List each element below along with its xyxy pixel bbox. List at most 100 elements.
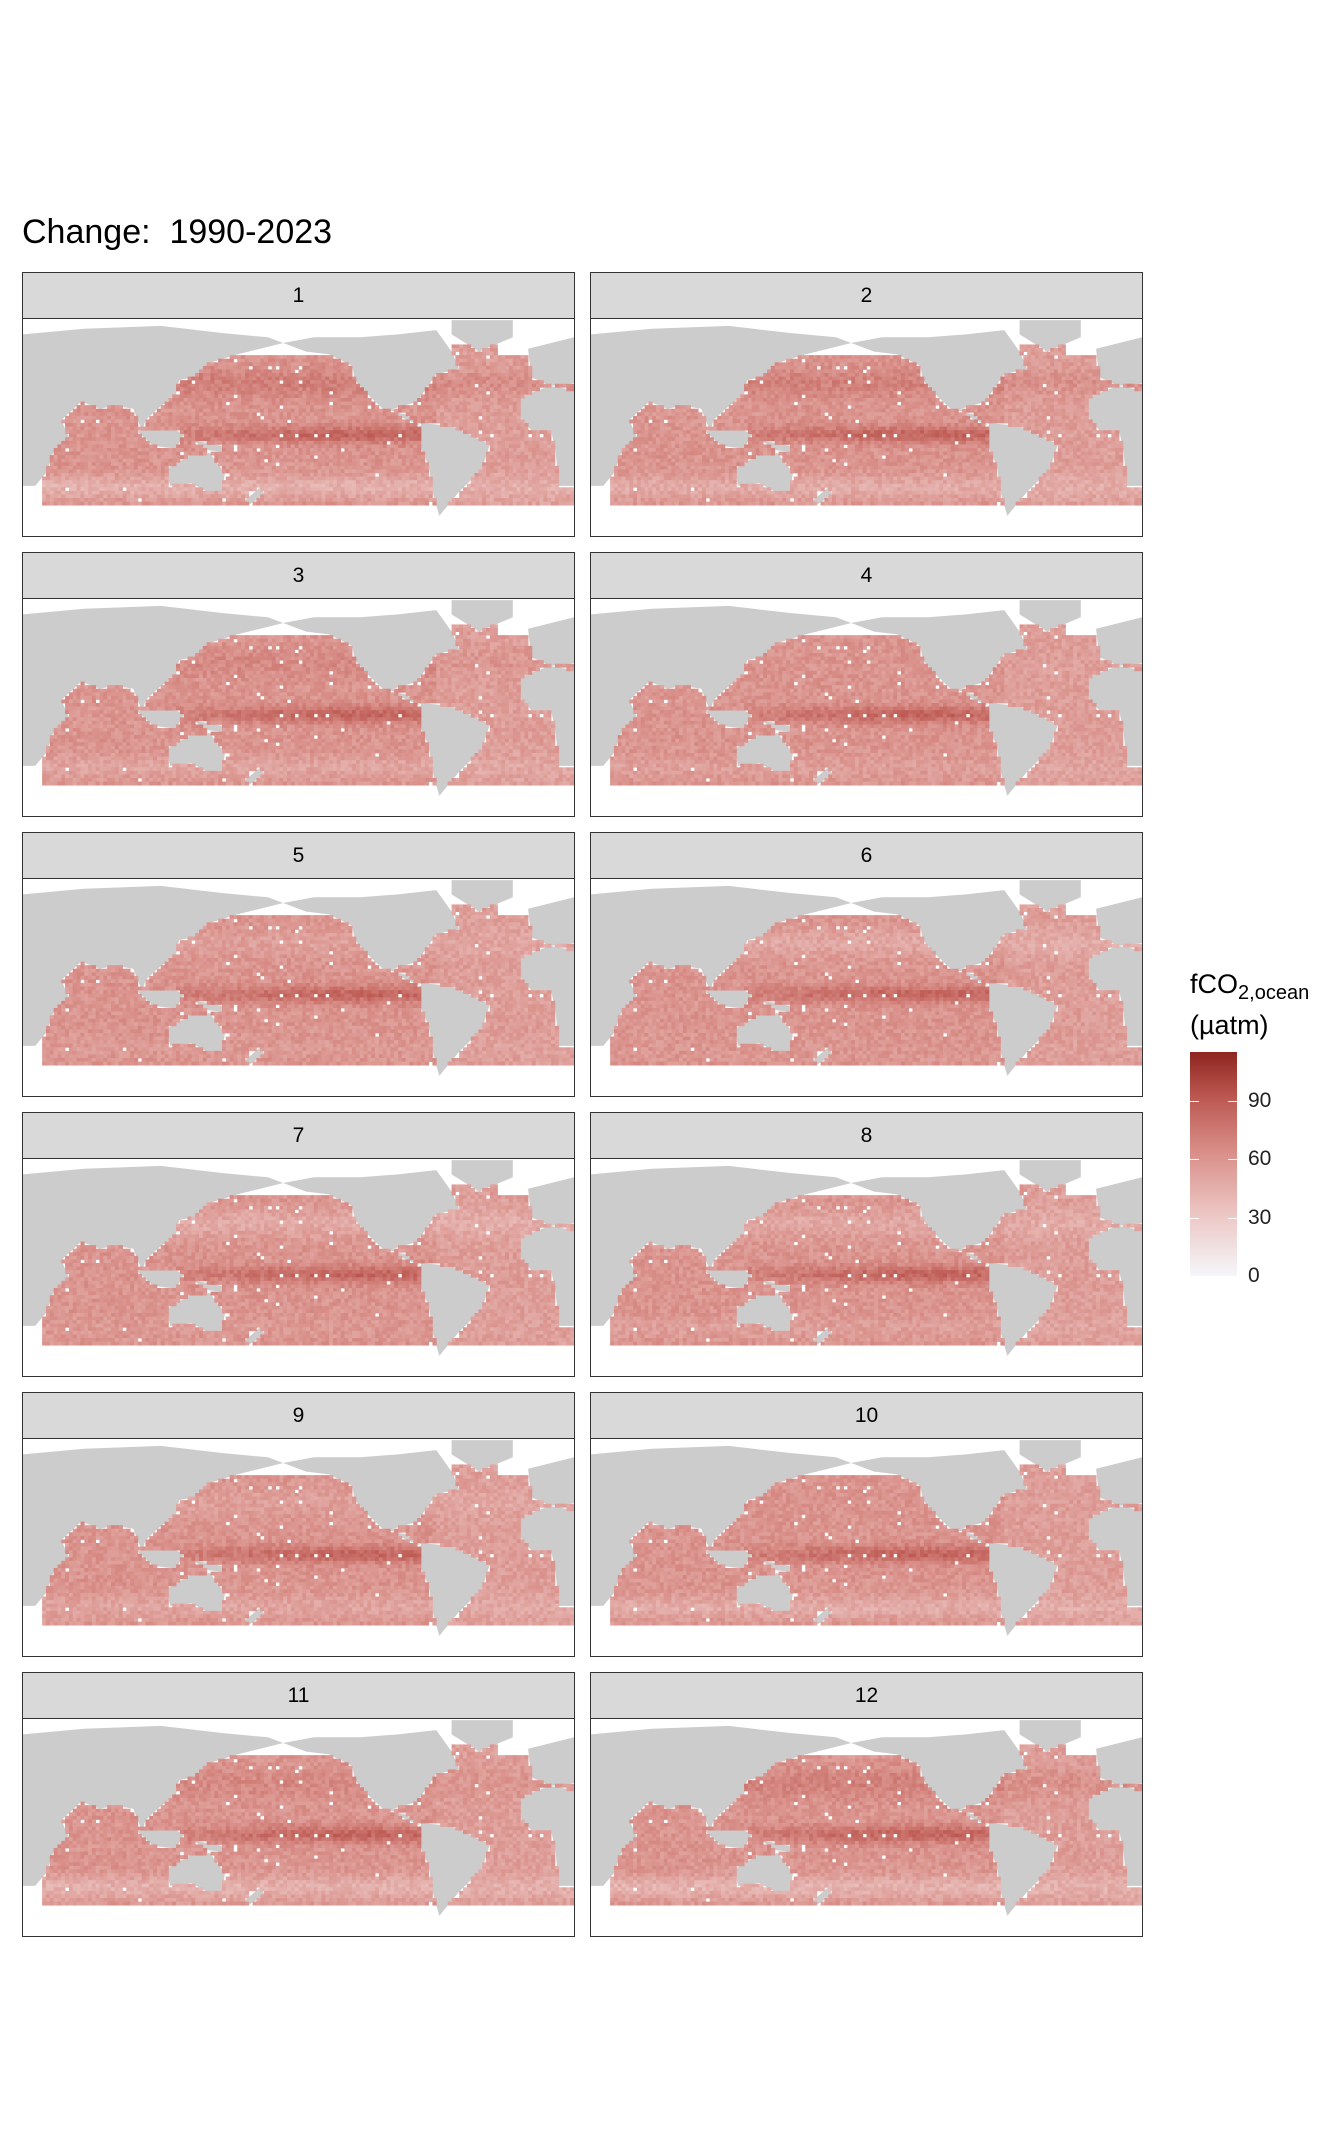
heatmap-cell (164, 408, 169, 413)
heatmap-cell (325, 448, 330, 452)
heatmap-cell (267, 483, 273, 488)
heatmap-cell (267, 419, 273, 424)
heatmap-cell (459, 351, 464, 356)
heatmap-cell (451, 348, 456, 352)
heatmap-cell (290, 394, 296, 399)
heatmap-cell (214, 405, 219, 410)
heatmap-cell (252, 383, 257, 388)
heatmap-cell (793, 380, 799, 385)
heatmap-cell (413, 465, 418, 470)
heatmap-cell (386, 430, 391, 435)
heatmap-cell (183, 451, 188, 456)
heatmap-cell (512, 455, 518, 460)
heatmap-cell (195, 415, 200, 420)
heatmap-cell (1076, 373, 1082, 377)
heatmap-cell (225, 365, 231, 370)
heatmap-cell (524, 437, 529, 442)
heatmap-cell (904, 387, 909, 392)
heatmap-cell (793, 362, 799, 367)
heatmap-cell (122, 415, 127, 420)
heatmap-cell (298, 433, 303, 438)
heatmap-cell (325, 483, 330, 488)
heatmap-cell (355, 458, 361, 463)
heatmap-cell (359, 487, 364, 492)
heatmap-cell (562, 498, 567, 502)
heatmap-cell (874, 358, 879, 363)
heatmap-cell (809, 383, 814, 388)
heatmap-cell (478, 355, 483, 360)
heatmap-cell (501, 483, 506, 488)
heatmap-cell (309, 465, 315, 470)
heatmap-cell (95, 501, 100, 506)
heatmap-cell (340, 408, 345, 413)
heatmap-cell (516, 462, 521, 467)
heatmap-cell (363, 476, 368, 481)
heatmap-cell (436, 376, 441, 381)
heatmap-cell (547, 451, 552, 456)
heatmap-cell (202, 387, 208, 392)
heatmap-cell (447, 419, 452, 424)
heatmap-cell (164, 401, 169, 406)
heatmap-cell (309, 476, 315, 481)
heatmap-cell (382, 426, 387, 431)
heatmap-cell (512, 473, 518, 477)
heatmap-cell (524, 373, 529, 377)
heatmap-cell (1057, 387, 1063, 392)
heatmap-cell (283, 473, 288, 477)
heatmap-cell (516, 455, 521, 460)
heatmap-cell (524, 362, 529, 367)
heatmap-cell (482, 473, 487, 477)
heatmap-cell (348, 380, 353, 385)
heatmap-cell (107, 501, 112, 506)
heatmap-cell (428, 498, 433, 502)
heatmap-cell (302, 476, 307, 481)
heatmap-cell (352, 487, 357, 492)
heatmap-cell (275, 380, 280, 385)
heatmap-cell (405, 487, 410, 492)
heatmap-cell (352, 390, 357, 395)
heatmap-cell (543, 465, 548, 470)
heatmap-cell (348, 498, 353, 502)
heatmap-cell (359, 455, 364, 460)
heatmap-cell (133, 476, 139, 481)
heatmap-cell (505, 390, 510, 395)
heatmap-cell (118, 462, 123, 467)
heatmap-cell (332, 501, 338, 506)
heatmap-cell (195, 412, 200, 417)
heatmap-cell (176, 394, 181, 399)
heatmap-cell (275, 423, 280, 427)
heatmap-cell (241, 358, 246, 363)
heatmap-cell (321, 483, 326, 488)
heatmap-cell (570, 498, 574, 502)
heatmap-cell (501, 365, 506, 370)
heatmap-cell (371, 433, 376, 438)
heatmap-cell (91, 426, 97, 431)
heatmap-cell (267, 362, 273, 367)
heatmap-cell (206, 437, 211, 442)
heatmap-cell (566, 498, 571, 502)
heatmap-cell (397, 444, 403, 449)
heatmap-cell (294, 437, 299, 442)
heatmap-cell (111, 483, 116, 488)
heatmap-cell (336, 365, 341, 370)
heatmap-cell (290, 358, 296, 363)
heatmap-cell (118, 483, 123, 488)
heatmap-cell (45, 465, 51, 470)
heatmap-cell (283, 369, 288, 374)
heatmap-cell (279, 455, 284, 460)
heatmap-cell (294, 412, 299, 417)
heatmap-cell (317, 498, 322, 502)
heatmap-cell (539, 469, 544, 474)
heatmap-cell (359, 440, 364, 445)
heatmap-cell (290, 365, 296, 370)
heatmap-cell (478, 376, 483, 381)
heatmap-cell (332, 394, 338, 399)
heatmap-cell (237, 394, 242, 399)
heatmap-cell (367, 487, 372, 492)
heatmap-cell (466, 362, 472, 367)
heatmap-cell (847, 387, 852, 392)
heatmap-cell (463, 365, 468, 370)
heatmap-cell (65, 444, 70, 449)
heatmap-cell (168, 458, 173, 463)
heatmap-cell (1076, 358, 1082, 363)
